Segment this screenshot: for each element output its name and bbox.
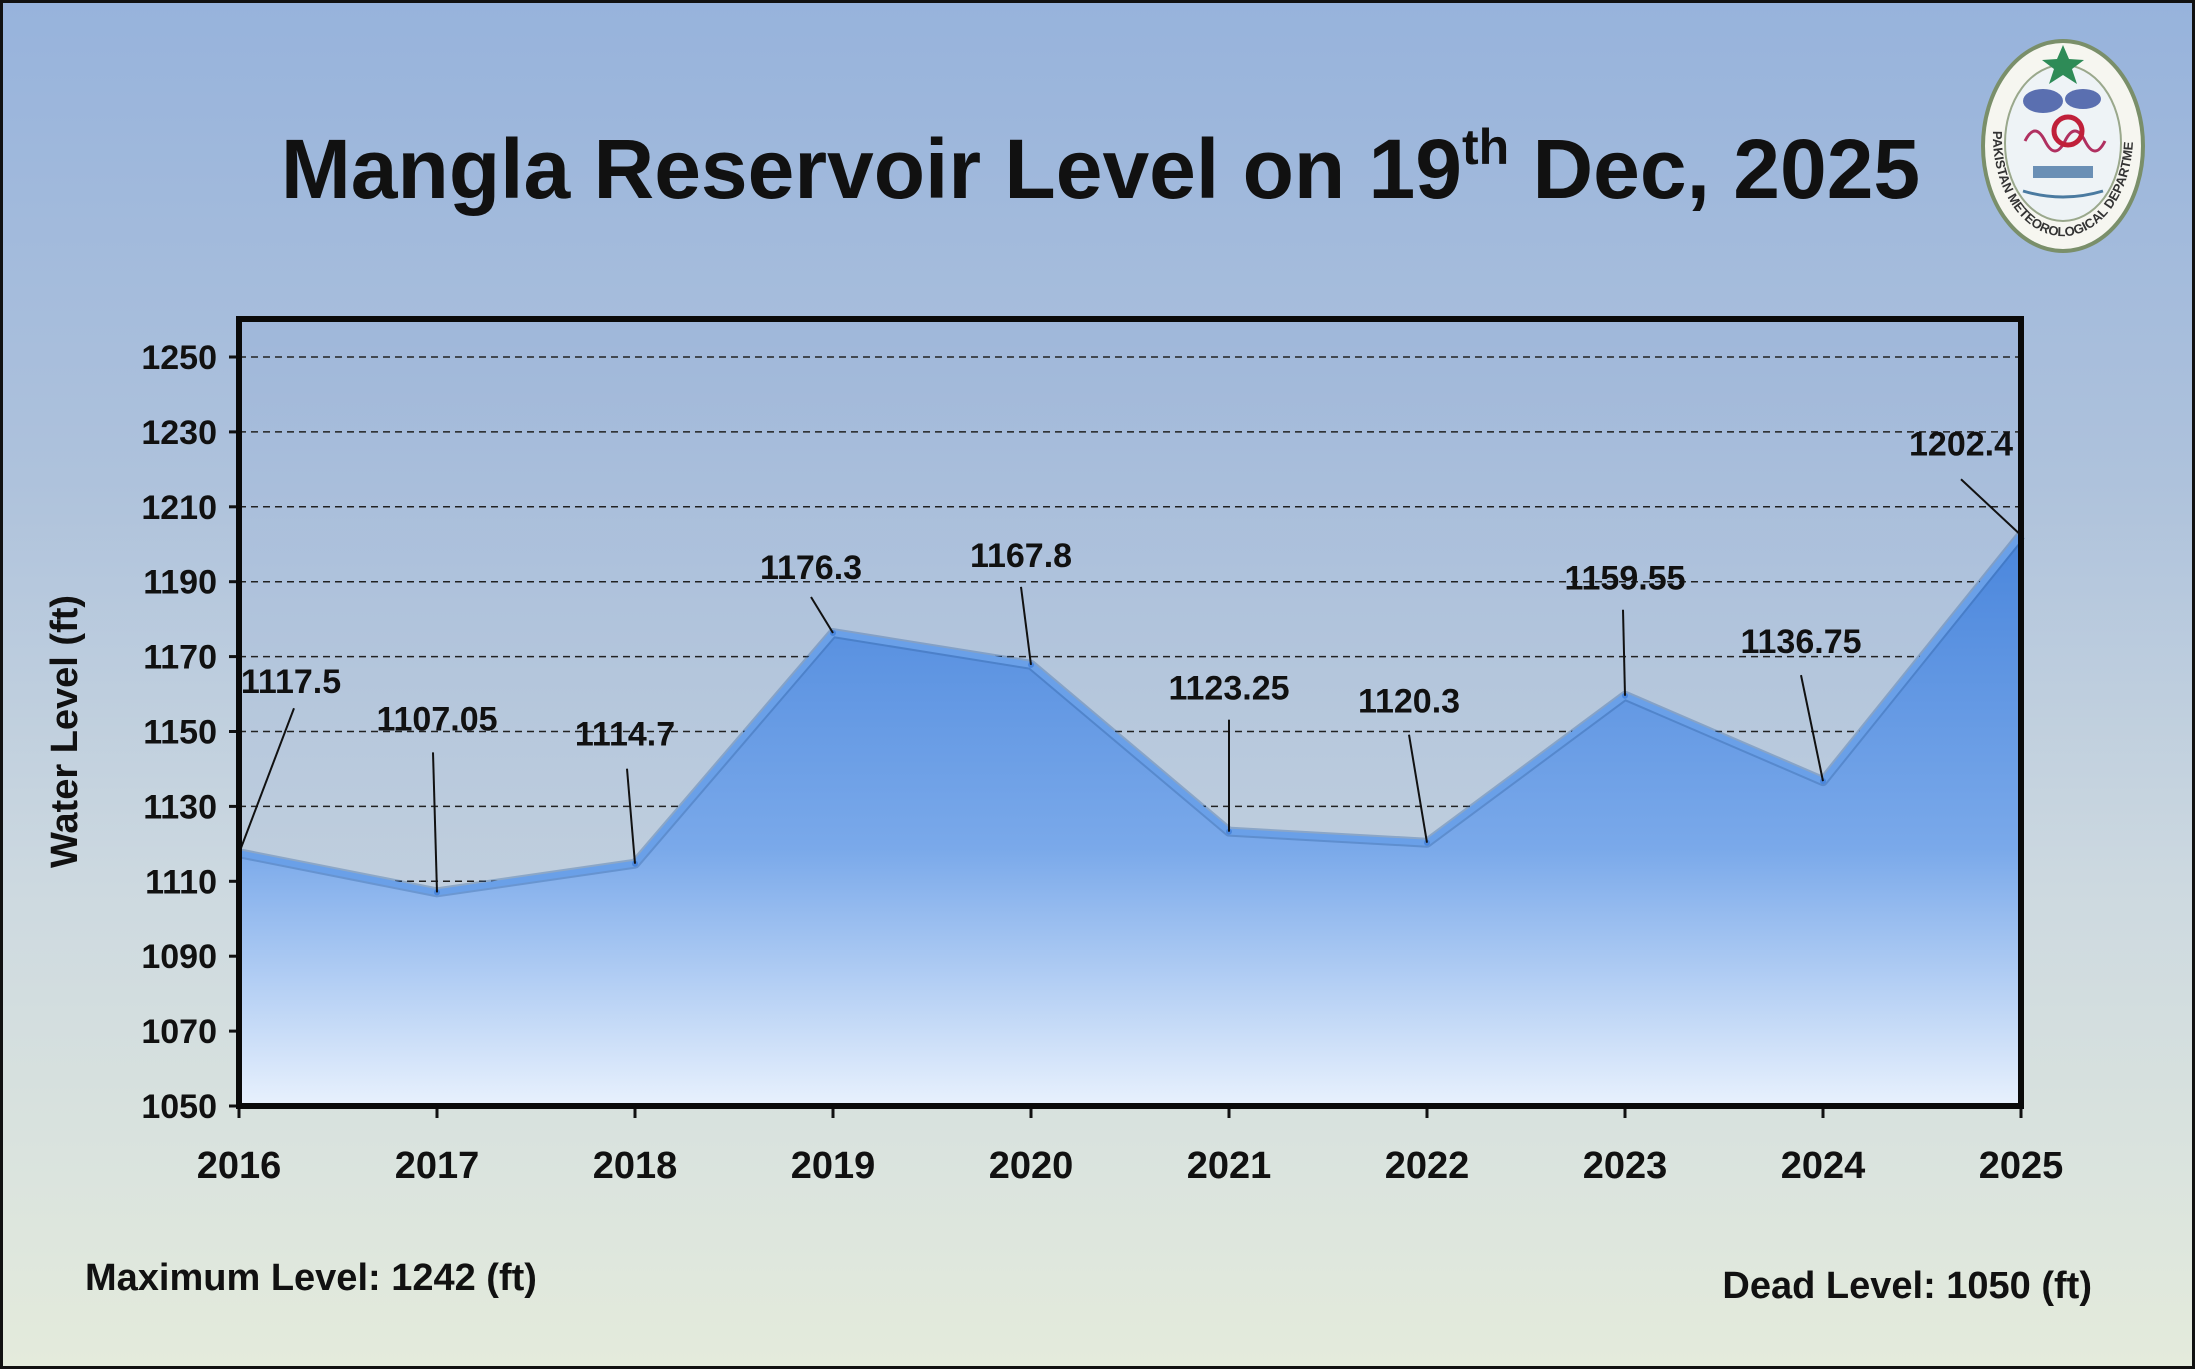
data-label: 1202.4 — [1909, 425, 2013, 463]
leader-line — [810, 596, 834, 634]
y-tick-label: 1110 — [145, 863, 217, 901]
leader-line — [1020, 586, 1032, 665]
y-tick-label: 1070 — [141, 1013, 217, 1051]
data-label: 1107.05 — [376, 700, 497, 738]
y-tick-label: 1050 — [141, 1088, 217, 1126]
data-label: 1120.3 — [1358, 683, 1460, 721]
y-axis-label: Water Level (ft) — [44, 595, 86, 868]
x-tick-label: 2022 — [1385, 1145, 1470, 1187]
y-tick-label: 1190 — [143, 564, 217, 602]
label-leaders — [238, 478, 2022, 893]
y-axis-ticks: 1050 1070 1090 1110 1130 1150 1170 1190 1210 1230… — [141, 339, 239, 1126]
data-label: 1167.8 — [970, 537, 1072, 575]
data-label: 1114.7 — [575, 716, 675, 754]
x-tick-label: 2016 — [197, 1145, 282, 1187]
x-tick-label: 2023 — [1583, 1145, 1668, 1187]
data-label: 1117.5 — [241, 663, 341, 701]
data-label: 1159.55 — [1564, 560, 1685, 598]
y-tick-label: 1090 — [141, 938, 217, 976]
series-line — [238, 533, 2024, 896]
y-tick-label: 1130 — [143, 788, 217, 826]
y-tick-label: 1230 — [141, 414, 217, 452]
dead-level-note: Dead Level: 1050 (ft) — [1722, 1265, 2092, 1307]
y-tick-label: 1150 — [143, 714, 217, 752]
data-label: 1176.3 — [760, 549, 862, 587]
maximum-level-note: Maximum Level: 1242 (ft) — [85, 1257, 537, 1299]
y-tick-label: 1170 — [143, 639, 217, 677]
leader-line — [1800, 674, 1824, 782]
x-tick-label: 2017 — [395, 1145, 480, 1187]
area-fill — [239, 535, 2021, 1106]
plot-border — [236, 316, 2024, 1109]
leader-line — [1960, 478, 2022, 536]
leader-line — [626, 768, 636, 864]
leader-line — [238, 707, 295, 854]
reservoir-chart: 1117.5 1107.05 1114.7 1176.3 1167.8 1123.25 11… — [44, 316, 2064, 1187]
x-tick-label: 2020 — [989, 1145, 1074, 1187]
chart-title: Mangla Reservoir Level on 19th Dec, 2025 — [280, 119, 1921, 216]
x-tick-label: 2018 — [593, 1145, 678, 1187]
x-axis-ticks: 2016 2017 2018 2019 2020 2021 2022 2023 2024 2025 — [197, 1106, 2064, 1187]
data-label: 1123.25 — [1168, 670, 1289, 708]
leader-line — [1622, 609, 1626, 696]
area-series — [236, 532, 2025, 1106]
x-tick-label: 2019 — [791, 1145, 876, 1187]
leader-line — [432, 752, 438, 893]
leader-line — [1408, 734, 1428, 843]
y-tick-label: 1250 — [141, 339, 217, 377]
data-labels: 1117.5 1107.05 1114.7 1176.3 1167.8 1123.25 11… — [241, 425, 2013, 753]
x-tick-label: 2025 — [1979, 1145, 2064, 1187]
pmd-emblem-icon: PAKISTAN METEOROLOGICAL DEPARTMENT — [1963, 31, 2145, 253]
x-tick-label: 2021 — [1187, 1145, 1272, 1187]
x-tick-label: 2024 — [1781, 1145, 1866, 1187]
y-tick-label: 1210 — [141, 489, 217, 527]
data-label: 1136.75 — [1740, 623, 1861, 661]
